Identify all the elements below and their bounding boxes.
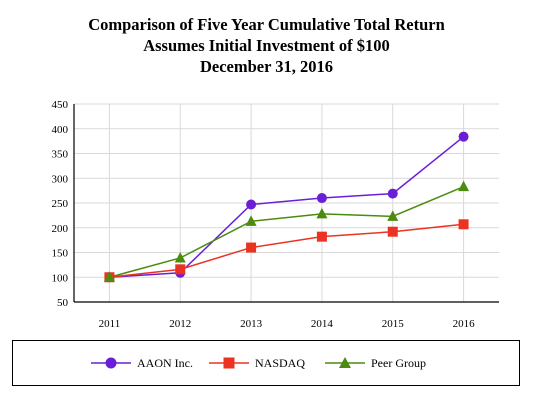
- legend-label-aaon: AAON Inc.: [137, 355, 193, 370]
- y-tick-label: 400: [52, 124, 69, 136]
- data-point-peer-group: [245, 215, 257, 226]
- y-tick-label: 300: [52, 173, 69, 185]
- data-point-nasdaq: [387, 226, 398, 237]
- legend-swatch-peer-group: [325, 357, 365, 368]
- series-line-peer-group: [109, 185, 464, 278]
- x-tick-label: 2014: [311, 318, 334, 330]
- series-line-nasdaq: [109, 223, 464, 278]
- chart-subtitle: Assumes Initial Investment of $100: [143, 36, 390, 55]
- data-point-peer-group: [458, 180, 470, 192]
- legend-label-peer-group: Peer Group: [371, 355, 426, 370]
- x-tick-label: 2011: [99, 318, 121, 330]
- y-tick-label: 450: [52, 99, 69, 111]
- data-point-nasdaq: [175, 264, 186, 275]
- data-point-aaon-inc: [316, 193, 327, 204]
- line-chart: 450 400 350 300 250 200 150 100 50 2011 2012 2013 20…: [52, 99, 499, 330]
- legend-swatch-aaon: [91, 357, 131, 369]
- data-point-nasdaq: [316, 231, 327, 242]
- legend-marker-triangle: [339, 357, 351, 368]
- chart-date: December 31, 2016: [199, 57, 334, 76]
- y-tick-label: 150: [52, 248, 69, 260]
- data-point-peer-group: [387, 210, 399, 221]
- data-point-peer-group: [103, 271, 115, 282]
- chart-legend: AAON Inc. NASDAQ Peer Group: [12, 340, 520, 386]
- legend-marker-square: [223, 357, 235, 369]
- data-point-aaon-inc: [387, 188, 398, 199]
- data-point-aaon-inc: [458, 131, 469, 142]
- y-tick-label: 100: [52, 272, 69, 284]
- legend-item-peer-group: Peer Group: [325, 354, 426, 372]
- y-tick-label: 200: [52, 223, 69, 235]
- legend-marker-circle: [105, 357, 117, 369]
- y-tick-label: 50: [57, 297, 69, 309]
- x-tick-label: 2013: [240, 318, 263, 330]
- legend-label-nasdaq: NASDAQ: [255, 355, 306, 370]
- data-point-nasdaq: [246, 242, 257, 253]
- legend-swatch-nasdaq: [209, 357, 249, 369]
- y-tick-label: 250: [52, 198, 69, 210]
- x-tick-label: 2015: [382, 318, 405, 330]
- data-point-peer-group: [316, 207, 328, 219]
- y-tick-label: 350: [52, 149, 69, 161]
- x-tick-label: 2016: [453, 318, 476, 330]
- data-point-peer-group: [174, 251, 186, 263]
- legend-item-nasdaq: NASDAQ: [209, 354, 305, 372]
- data-point-nasdaq: [458, 219, 469, 230]
- data-point-aaon-inc: [246, 199, 257, 210]
- chart-title: Comparison of Five Year Cumulative Total…: [88, 15, 445, 34]
- series-line-aaon-inc: [109, 136, 465, 278]
- legend-item-aaon: AAON Inc.: [91, 354, 193, 372]
- chart-title-block: Comparison of Five Year Cumulative Total…: [0, 14, 533, 77]
- x-tick-label: 2012: [169, 318, 191, 330]
